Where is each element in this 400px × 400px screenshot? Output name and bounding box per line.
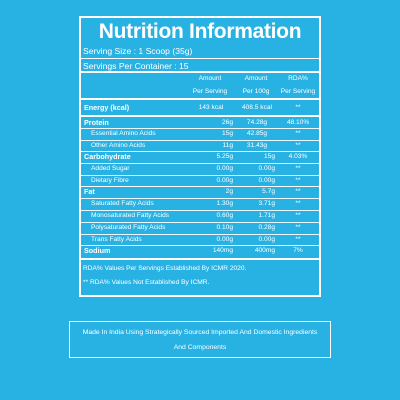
divider [81, 163, 319, 164]
divider [81, 151, 319, 152]
table-row: Monosaturated Fatty Acids 0.60g 1.71g ** [81, 211, 319, 221]
divider [81, 128, 319, 129]
row-value-per-serving: 15g [221, 130, 233, 137]
divider [81, 198, 319, 199]
row-value-per-100g: 3.71g [258, 200, 275, 207]
col-amount-100g-head-2: Per 100g [242, 88, 270, 95]
row-value-per-serving: 0.00g [216, 236, 233, 243]
table-row: Trans Fatty Acids 0.00g 0.00g ** [81, 235, 319, 245]
divider [81, 258, 319, 260]
col-rda-head-2: Per Serving [280, 88, 316, 95]
row-value-per-serving: 5.25g [216, 153, 233, 160]
row-value-per-100g: 408.5 kcal [241, 104, 273, 111]
row-label: Polysaturated Fatty Acids [91, 224, 166, 231]
row-label: Trans Fatty Acids [91, 236, 142, 243]
nutrition-panel [79, 16, 321, 297]
servings-per-container: Servings Per Container : 15 [83, 61, 189, 71]
row-label: Carbohydrate [84, 152, 131, 161]
rda-note: RDA% Values Per Servings Established By … [83, 265, 247, 272]
row-value-per-serving: 0.00g [216, 165, 233, 172]
table-row: Added Sugar 0.00g 0.00g ** [81, 164, 319, 174]
divider [81, 115, 319, 117]
row-value-rda: ** [295, 236, 301, 243]
row-value-per-100g: 42.85g [246, 130, 268, 137]
serving-size: Serving Size : 1 Scoop (35g) [83, 46, 193, 56]
row-label: Protein [84, 118, 109, 127]
table-row: Protein 26g 74.28g 48.10% [81, 118, 319, 128]
table-row: Carbohydrate 5.25g 15g 4.03% [81, 152, 319, 162]
table-row: Other Amino Acids 11g 31.43g ** [81, 141, 319, 151]
row-value-per-serving: 11g [222, 142, 233, 149]
divider [81, 71, 319, 73]
table-row: Dietary Fibre 0.00g 0.00g ** [81, 176, 319, 186]
divider [81, 58, 319, 59]
row-value-per-100g: 0.00g [258, 177, 275, 184]
row-value-per-serving: 0.10g [216, 224, 233, 231]
row-value-per-100g: 400mg [254, 247, 275, 254]
origin-statement: Made In India Using Strategically Source… [82, 328, 318, 351]
row-value-per-100g: 0.00g [258, 165, 275, 172]
col-amount-100g-head-1: Amount [244, 75, 268, 82]
row-value-rda: ** [295, 142, 301, 149]
row-value-rda: ** [295, 188, 301, 195]
row-value-per-100g: 5.7g [262, 188, 275, 195]
table-row: Essential Amino Acids 15g 42.85g ** [81, 129, 319, 139]
rda-not-established-note: ** RDA% Values Not Established By ICMR. [83, 279, 210, 286]
divider [81, 98, 319, 100]
row-value-per-100g: 15g [263, 153, 275, 160]
table-row: Sodium 140mg 400mg 7% [81, 246, 319, 256]
row-value-rda: ** [295, 200, 301, 207]
row-label: Other Amino Acids [91, 142, 146, 149]
table-row: Energy (kcal) 143 kcal 408.5 kcal ** [81, 103, 319, 113]
divider [81, 175, 319, 176]
row-value-rda: ** [295, 224, 301, 231]
row-value-rda: 7% [293, 247, 303, 254]
row-value-per-serving: 0.00g [216, 177, 233, 184]
row-value-per-serving: 1.30g [216, 200, 233, 207]
row-value-rda: ** [295, 104, 301, 111]
row-value-per-100g: 1.71g [258, 212, 275, 219]
divider [81, 222, 319, 223]
divider [81, 234, 319, 235]
row-value-rda: ** [295, 165, 301, 172]
row-label: Monosaturated Fatty Acids [91, 212, 170, 219]
row-label: Energy (kcal) [84, 103, 130, 112]
row-value-per-100g: 0.28g [258, 224, 275, 231]
table-row: Fat 2g 5.7g ** [81, 187, 319, 197]
row-value-per-100g: 31.43g [246, 142, 268, 149]
col-amount-serving-head-2: Per Serving [192, 88, 228, 95]
divider [81, 186, 319, 187]
row-value-per-serving: 140mg [212, 247, 233, 254]
row-label: Saturated Fatty Acids [91, 200, 154, 207]
row-label: Sodium [84, 246, 111, 255]
divider [81, 210, 319, 211]
row-value-rda: ** [295, 177, 301, 184]
row-value-per-serving: 0.60g [216, 212, 233, 219]
divider [81, 245, 319, 246]
row-label: Dietary Fibre [91, 177, 129, 184]
table-row: Polysaturated Fatty Acids 0.10g 0.28g ** [81, 223, 319, 233]
col-rda-head-1: RDA% [288, 75, 308, 82]
origin-statement-box: Made In India Using Strategically Source… [69, 321, 331, 358]
row-value-per-serving: 2g [225, 188, 233, 195]
row-value-per-100g: 0.00g [258, 236, 275, 243]
divider [81, 140, 319, 141]
table-row: Saturated Fatty Acids 1.30g 3.71g ** [81, 199, 319, 209]
row-value-per-serving: 26g [221, 119, 233, 126]
row-value-rda: ** [295, 130, 301, 137]
col-amount-serving-head-1: Amount [198, 75, 222, 82]
row-label: Essential Amino Acids [91, 130, 156, 137]
row-label: Fat [84, 187, 95, 196]
nutrition-title: Nutrition Information [98, 20, 302, 43]
row-value-per-100g: 74.28g [246, 119, 268, 126]
row-value-per-serving: 143 kcal [198, 104, 224, 111]
row-value-rda: ** [295, 212, 301, 219]
row-label: Added Sugar [91, 165, 130, 172]
row-value-rda: 4.03% [288, 153, 308, 160]
row-value-rda: 48.10% [286, 119, 310, 126]
